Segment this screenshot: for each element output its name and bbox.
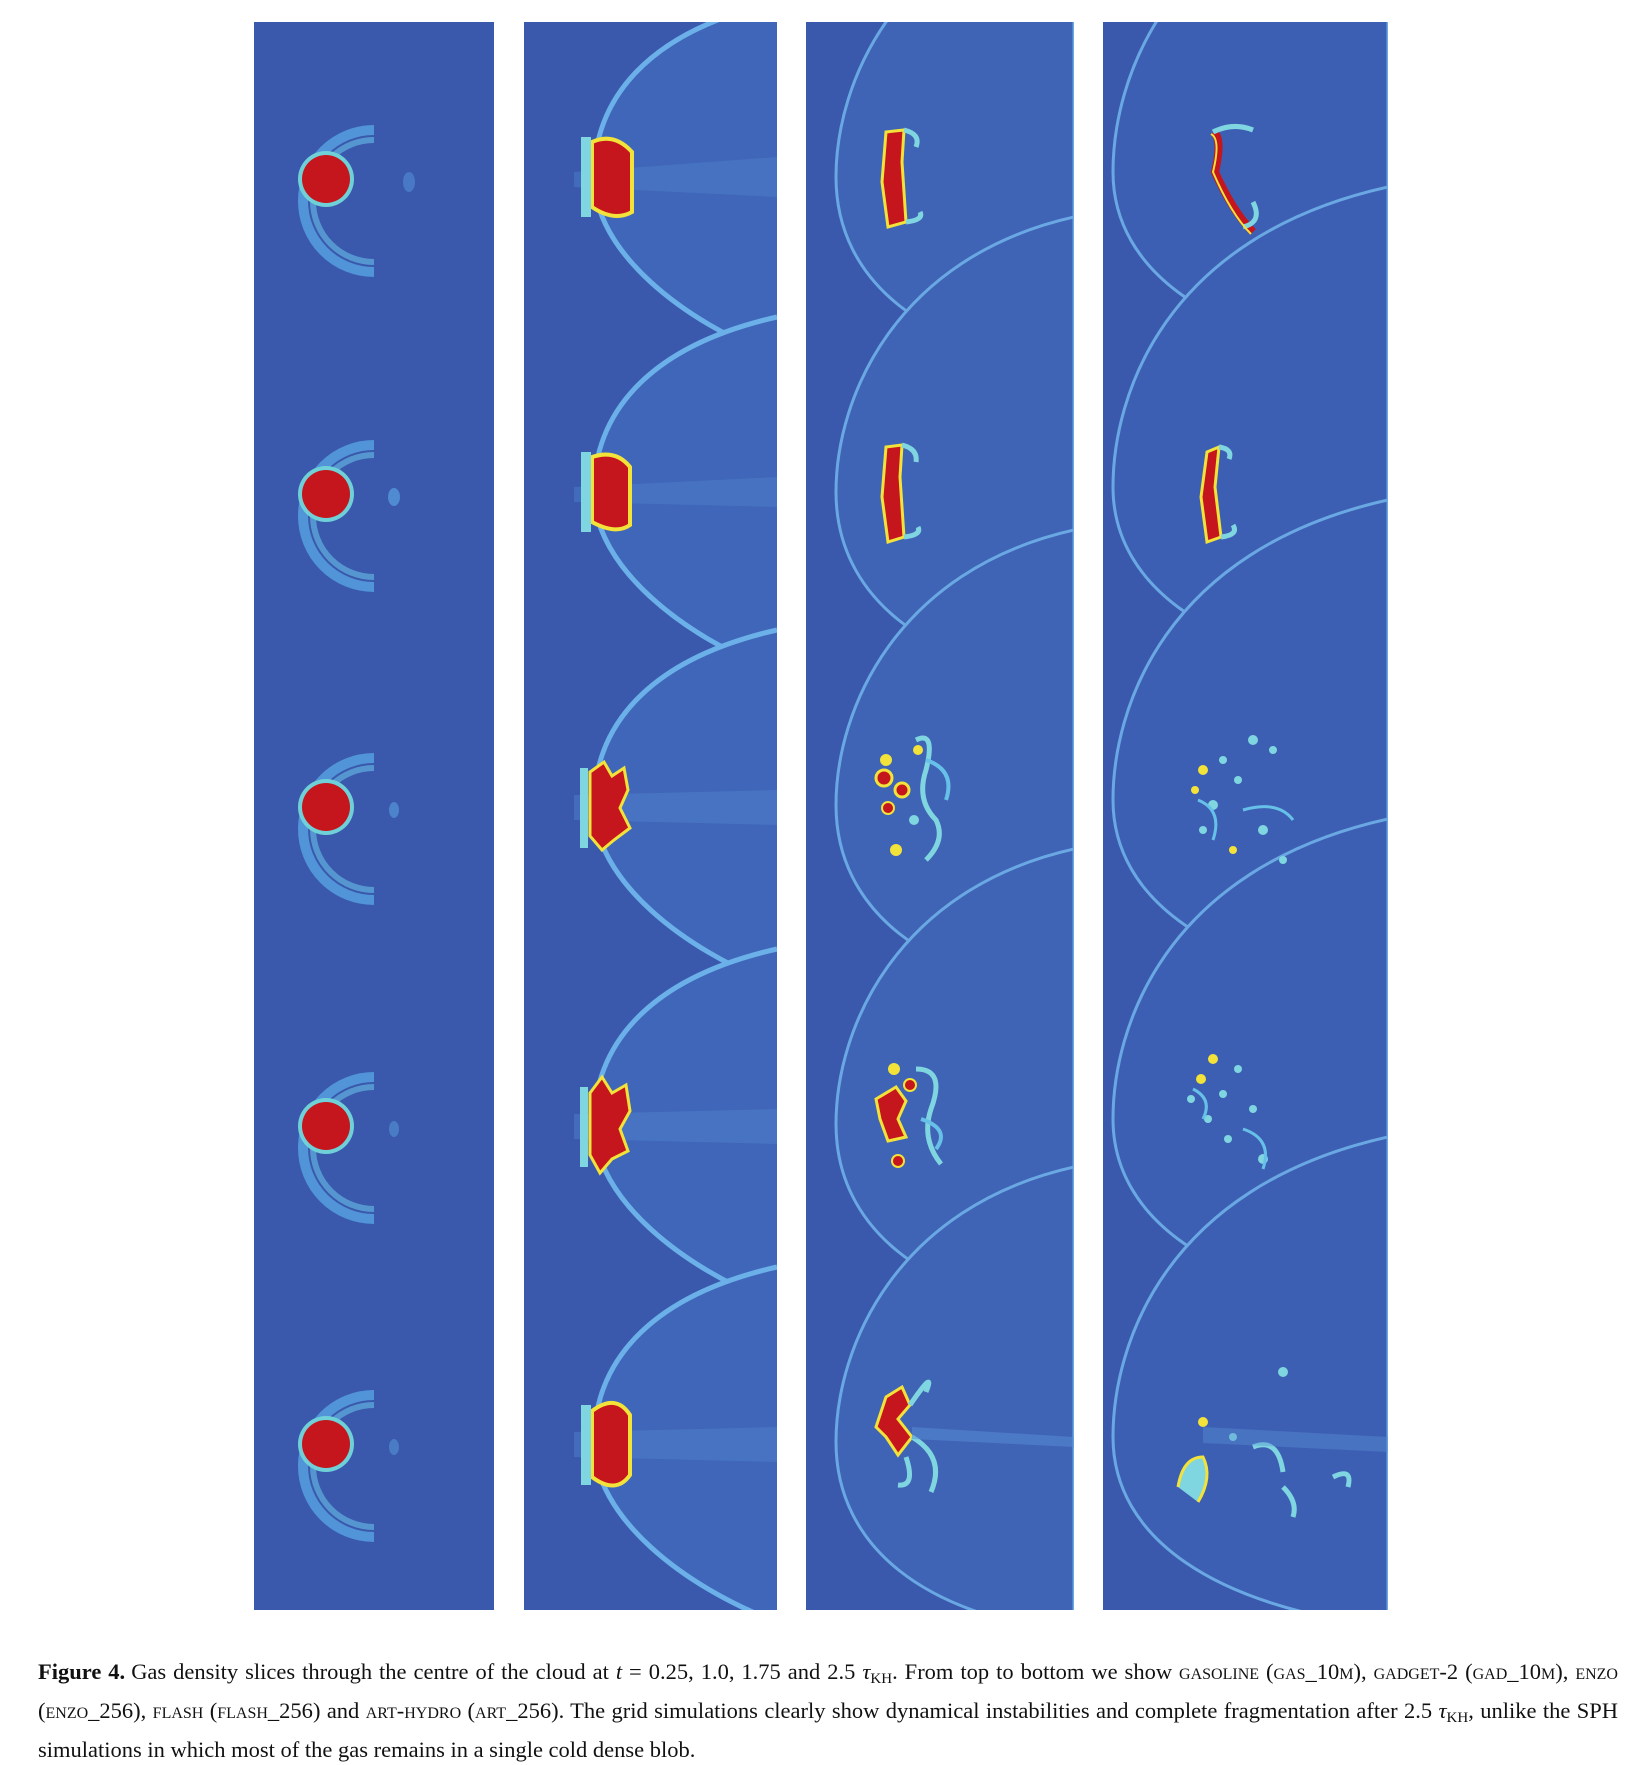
- row-gadget-2: [880, 442, 922, 544]
- figure-panels: [254, 22, 1388, 1610]
- row-art-hydro: [874, 1379, 1074, 1493]
- row-enzo: [574, 627, 777, 988]
- figure-caption: Figure 4. Gas density slices through the …: [38, 1656, 1618, 1765]
- figure-label: Figure 4.: [38, 1658, 126, 1684]
- shock-fronts: [834, 22, 1074, 1610]
- row-gadget-2: [1199, 444, 1237, 545]
- row-enzo: [298, 753, 399, 905]
- panel-t-2.5: [1103, 22, 1388, 1610]
- row-gadget-2: [298, 440, 400, 592]
- panel-t-1.0: [524, 22, 777, 1610]
- row-flash: [874, 1063, 943, 1168]
- row-enzo: [1191, 735, 1295, 864]
- shock-fronts: [1111, 22, 1388, 1610]
- panel-t-0.25: [254, 22, 494, 1610]
- row-gasoline: [574, 22, 777, 360]
- row-flash: [298, 1072, 399, 1224]
- row-gasoline: [880, 127, 924, 229]
- row-flash: [574, 946, 777, 1307]
- row-flash: [1187, 1054, 1268, 1170]
- row-enzo: [874, 735, 951, 862]
- caption-text: Gas density slices through the centre of…: [38, 1658, 1619, 1762]
- row-art-hydro: [574, 1264, 777, 1610]
- row-art-hydro: [1176, 1367, 1388, 1518]
- panel-t-1.75: [806, 22, 1074, 1610]
- row-gasoline: [298, 125, 415, 277]
- row-art-hydro: [298, 1390, 399, 1542]
- row-gadget-2: [574, 314, 777, 675]
- row-gasoline: [1210, 124, 1259, 235]
